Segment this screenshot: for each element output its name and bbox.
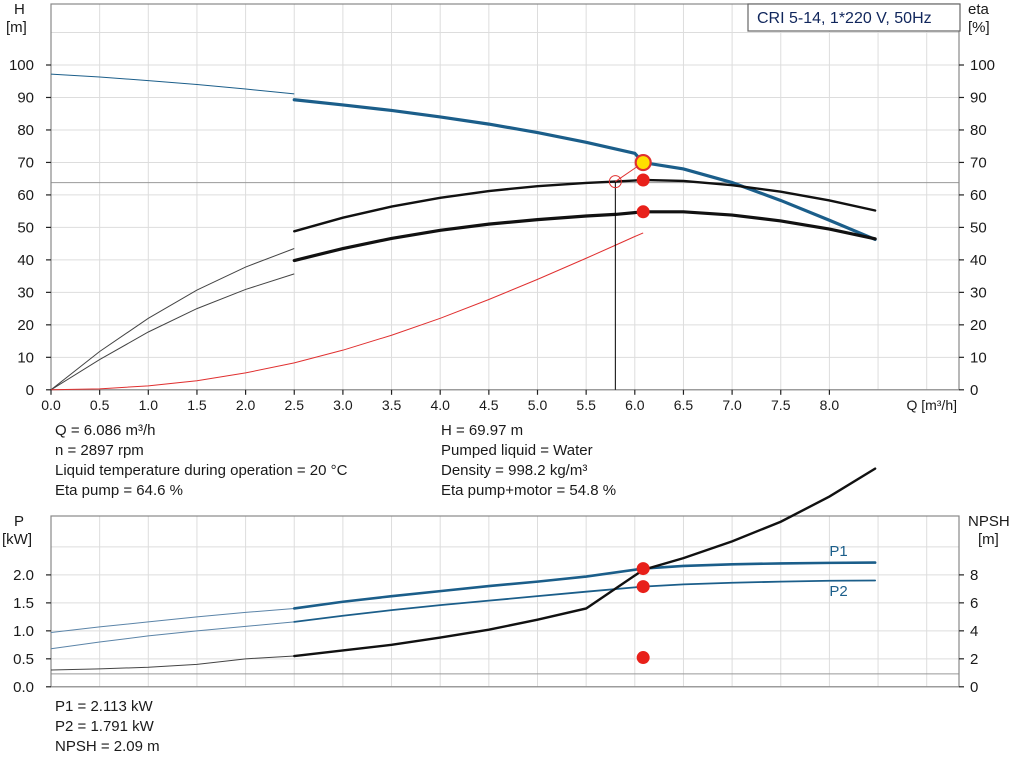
svg-text:7.0: 7.0 xyxy=(722,397,742,413)
svg-text:2: 2 xyxy=(970,651,978,668)
svg-text:[%]: [%] xyxy=(968,19,990,36)
svg-text:Q [m³/h]: Q [m³/h] xyxy=(906,397,957,413)
svg-text:6.5: 6.5 xyxy=(674,397,694,413)
svg-text:0.0: 0.0 xyxy=(41,397,61,413)
svg-text:10: 10 xyxy=(970,349,987,366)
svg-text:6: 6 xyxy=(970,595,978,612)
svg-text:8.0: 8.0 xyxy=(820,397,840,413)
svg-text:[kW]: [kW] xyxy=(2,531,32,548)
svg-text:5.5: 5.5 xyxy=(576,397,596,413)
svg-text:3.5: 3.5 xyxy=(382,397,402,413)
svg-text:60: 60 xyxy=(17,187,34,204)
svg-text:CRI 5-14, 1*220 V, 50Hz: CRI 5-14, 1*220 V, 50Hz xyxy=(757,10,932,27)
svg-text:2.5: 2.5 xyxy=(285,397,305,413)
svg-text:2.0: 2.0 xyxy=(236,397,256,413)
svg-text:90: 90 xyxy=(17,89,34,106)
svg-text:40: 40 xyxy=(17,252,34,269)
svg-text:50: 50 xyxy=(17,219,34,236)
svg-text:6.0: 6.0 xyxy=(625,397,645,413)
svg-text:0.0: 0.0 xyxy=(13,679,34,696)
svg-text:80: 80 xyxy=(17,122,34,139)
svg-text:H: H xyxy=(14,1,25,18)
svg-text:2.0: 2.0 xyxy=(13,567,34,584)
svg-text:80: 80 xyxy=(970,122,987,139)
svg-text:10: 10 xyxy=(17,349,34,366)
svg-text:1.5: 1.5 xyxy=(13,595,34,612)
svg-text:70: 70 xyxy=(17,154,34,171)
svg-text:eta: eta xyxy=(968,1,990,18)
svg-text:20: 20 xyxy=(970,317,987,334)
svg-text:90: 90 xyxy=(970,89,987,106)
svg-text:3.0: 3.0 xyxy=(333,397,353,413)
svg-text:P1: P1 xyxy=(829,543,847,560)
svg-text:P: P xyxy=(14,513,24,530)
svg-text:30: 30 xyxy=(17,284,34,301)
svg-text:0: 0 xyxy=(970,382,978,399)
svg-text:4: 4 xyxy=(970,623,978,640)
svg-text:4.5: 4.5 xyxy=(479,397,499,413)
svg-text:60: 60 xyxy=(970,187,987,204)
svg-text:40: 40 xyxy=(970,252,987,269)
svg-text:NPSH: NPSH xyxy=(968,513,1010,530)
svg-text:0: 0 xyxy=(26,382,34,399)
svg-text:1.5: 1.5 xyxy=(187,397,207,413)
svg-text:100: 100 xyxy=(970,57,995,74)
svg-text:30: 30 xyxy=(970,284,987,301)
svg-text:0: 0 xyxy=(970,679,978,696)
svg-text:20: 20 xyxy=(17,317,34,334)
svg-text:7.5: 7.5 xyxy=(771,397,791,413)
svg-text:50: 50 xyxy=(970,219,987,236)
svg-text:[m]: [m] xyxy=(6,19,27,36)
svg-text:4.0: 4.0 xyxy=(430,397,450,413)
svg-text:[m]: [m] xyxy=(978,531,999,548)
svg-text:8: 8 xyxy=(970,567,978,584)
svg-text:5.0: 5.0 xyxy=(528,397,548,413)
svg-text:100: 100 xyxy=(9,57,34,74)
svg-text:1.0: 1.0 xyxy=(13,623,34,640)
svg-text:0.5: 0.5 xyxy=(13,651,34,668)
svg-text:P2: P2 xyxy=(829,583,847,600)
svg-text:70: 70 xyxy=(970,154,987,171)
svg-text:1.0: 1.0 xyxy=(139,397,159,413)
svg-text:0.5: 0.5 xyxy=(90,397,110,413)
